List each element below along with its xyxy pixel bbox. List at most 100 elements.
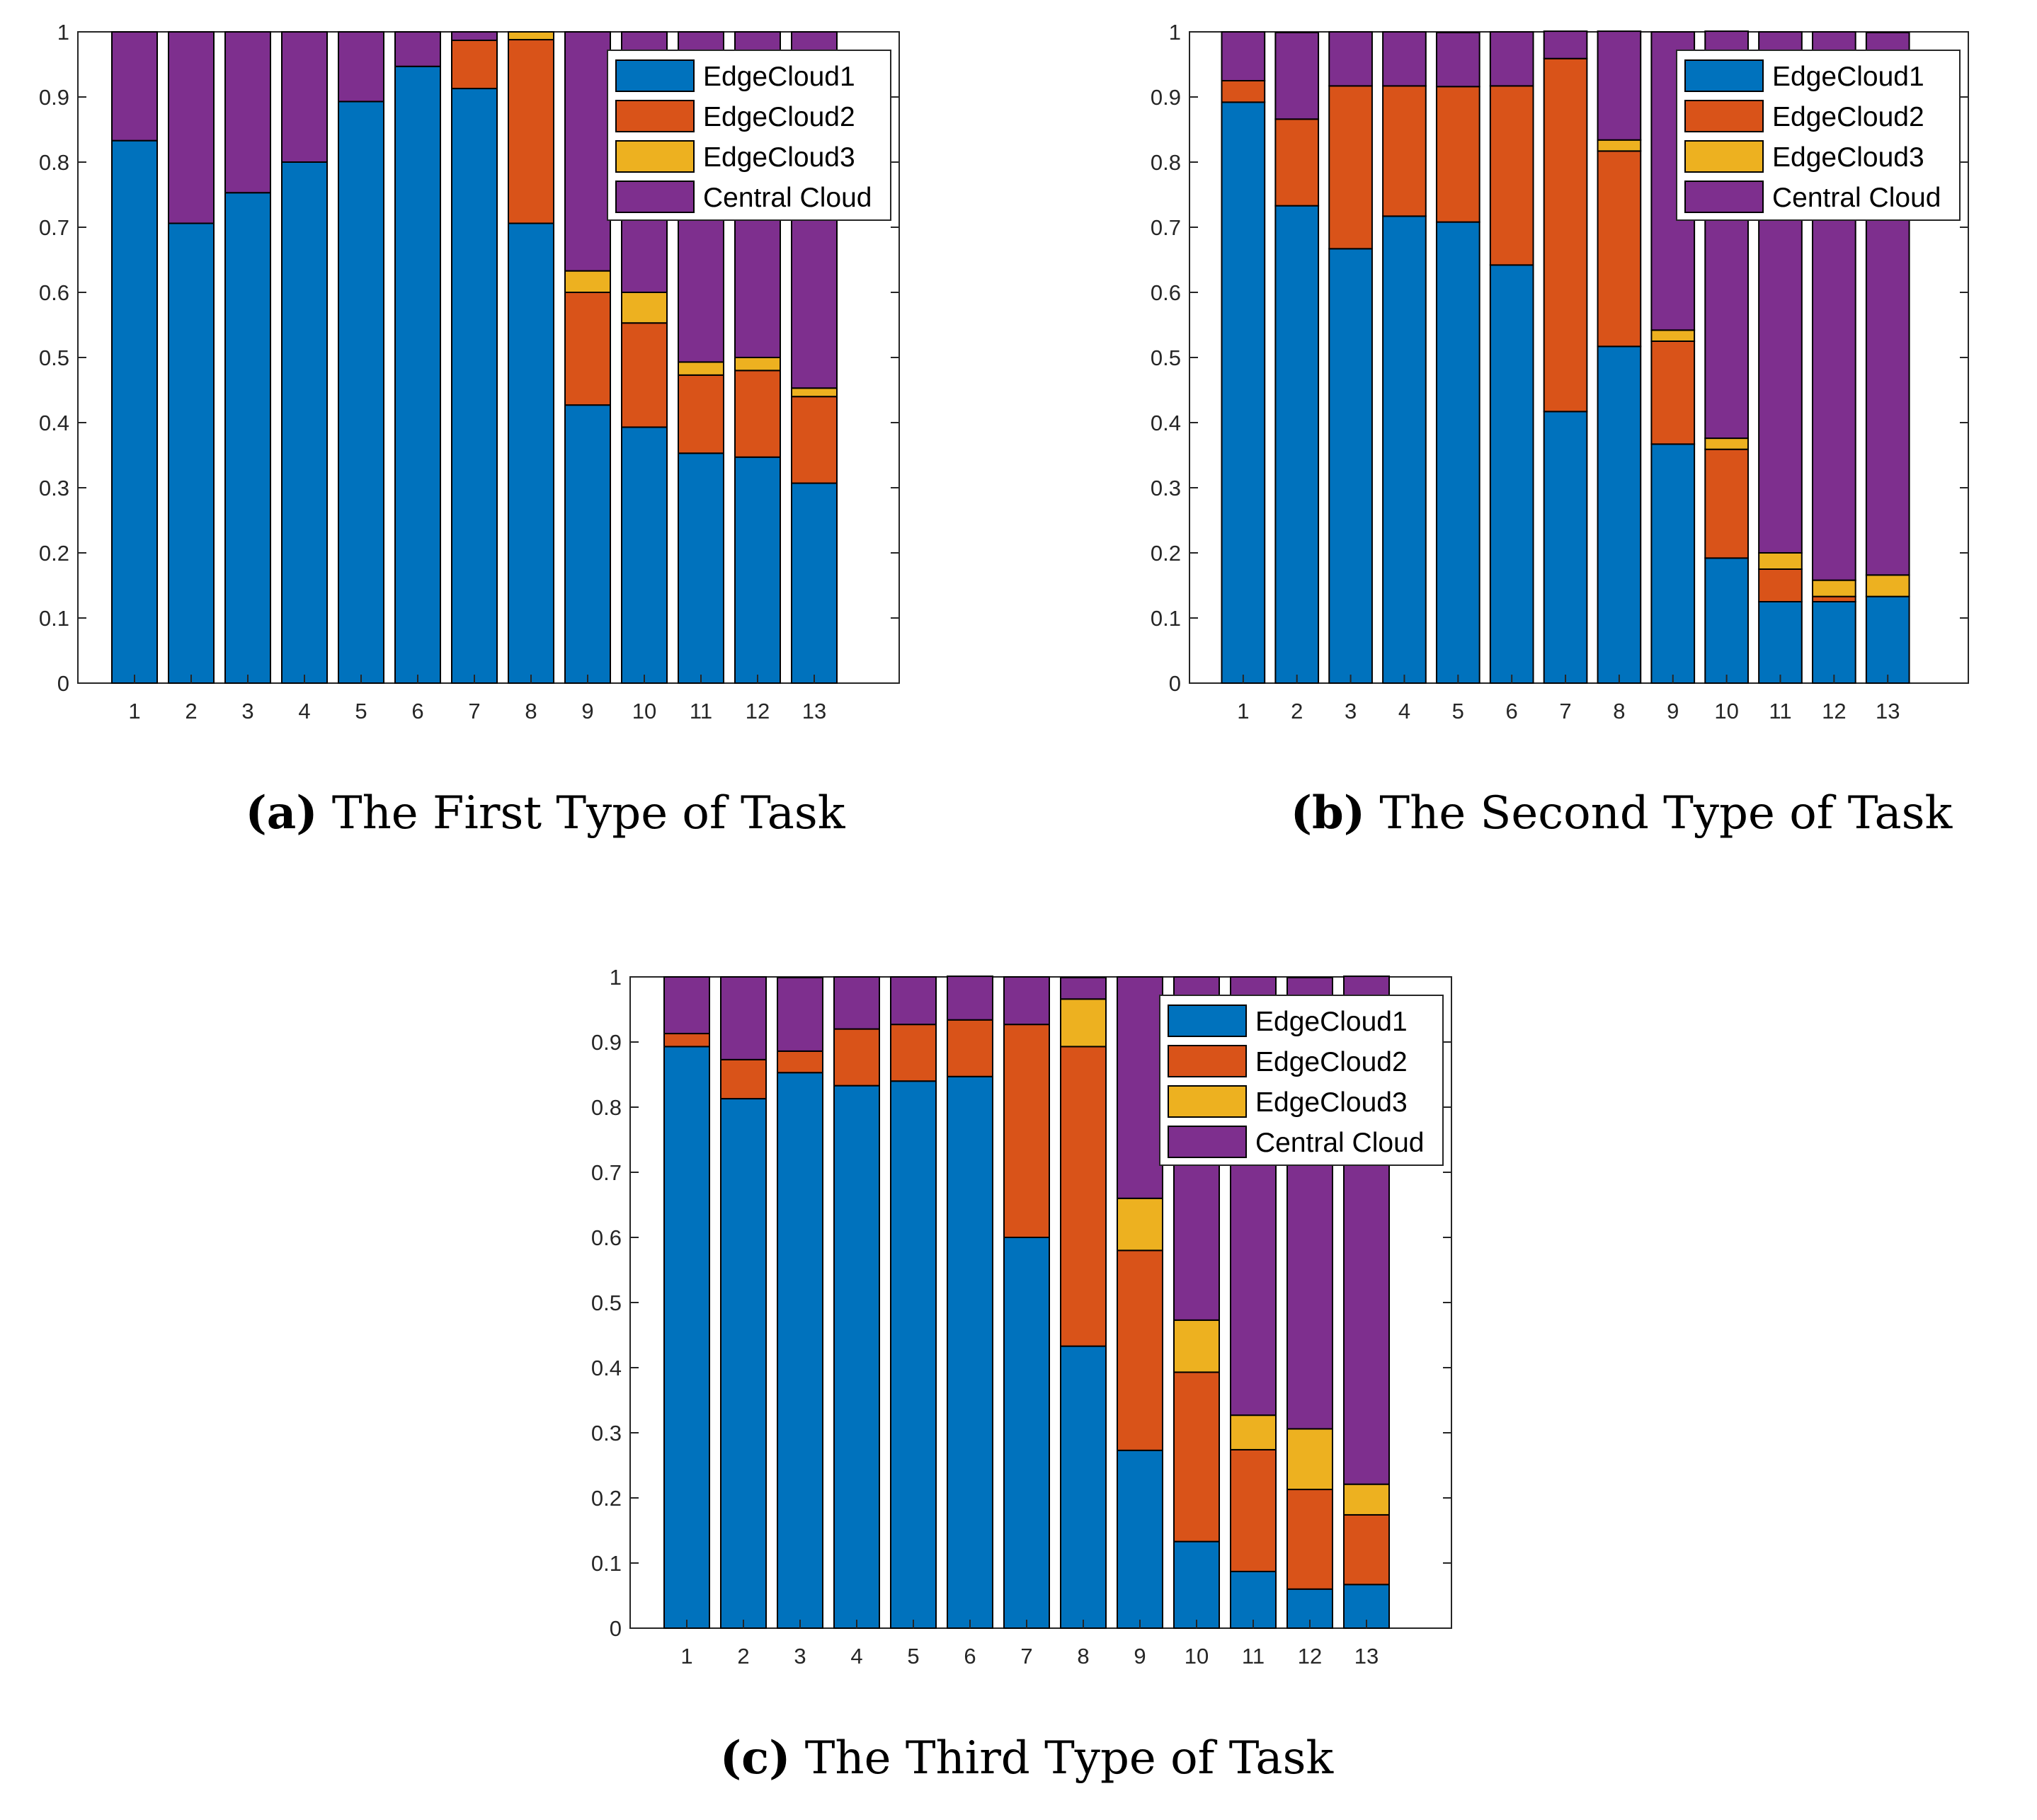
bar-segment-edgecloud1-7 bbox=[451, 88, 498, 685]
legend-label: EdgeCloud3 bbox=[1772, 142, 1924, 173]
bar-segment-edgecloud1-6 bbox=[947, 1075, 993, 1629]
y-tick-label: 0 bbox=[610, 1616, 622, 1641]
y-tick-label: 0.8 bbox=[591, 1095, 622, 1120]
bar-segment-edgecloud1-6 bbox=[1489, 264, 1534, 684]
legend-swatch bbox=[1684, 59, 1764, 92]
legend-swatch bbox=[615, 100, 695, 132]
bar-segment-edgecloud3-12 bbox=[734, 357, 781, 372]
legend-swatch bbox=[615, 140, 695, 173]
bar-segment-edgecloud2-3 bbox=[1328, 85, 1373, 250]
x-tick-label: 12 bbox=[1822, 699, 1846, 723]
bar-segment-edgecloud2-2 bbox=[1274, 118, 1320, 207]
bar-segment-edgecloud2-10 bbox=[1173, 1371, 1220, 1543]
bar-segment-edgecloud2-1 bbox=[663, 1033, 710, 1048]
y-tick-label: 0.7 bbox=[1151, 215, 1181, 240]
y-tick-label: 1 bbox=[610, 965, 622, 990]
x-tick-label: 11 bbox=[1769, 699, 1791, 723]
x-tick-label: 3 bbox=[794, 1644, 806, 1669]
bar-segment-edgecloud2-11 bbox=[1230, 1448, 1277, 1572]
x-tick-label: 12 bbox=[1298, 1644, 1322, 1669]
bar-segment-central-cloud-6 bbox=[394, 31, 441, 67]
bar-segment-edgecloud3-10 bbox=[1704, 437, 1749, 450]
bar-segment-central-cloud-6 bbox=[1489, 31, 1534, 87]
bar-segment-edgecloud1-1 bbox=[1221, 101, 1266, 685]
bar-segment-central-cloud-5 bbox=[338, 31, 384, 103]
legend-label: Central Cloud bbox=[1255, 1128, 1424, 1158]
bar-segment-edgecloud1-7 bbox=[1543, 411, 1588, 684]
x-tick-label: 1 bbox=[128, 699, 140, 723]
bar-segment-edgecloud3-13 bbox=[791, 387, 838, 398]
bar-segment-edgecloud1-8 bbox=[1597, 345, 1642, 684]
y-tick-label: 0.4 bbox=[39, 411, 69, 435]
legend-label: EdgeCloud2 bbox=[1772, 102, 1924, 132]
legend-swatch bbox=[1168, 1005, 1247, 1037]
chart-a: 00.10.20.30.40.50.60.70.80.911 2 3 4 5 6 7 8 9 10… bbox=[39, 20, 900, 840]
legend-label: EdgeCloud1 bbox=[703, 62, 855, 92]
bar-segment-edgecloud3-9 bbox=[564, 270, 611, 294]
y-tick-label: 0.2 bbox=[1151, 541, 1181, 566]
bar-segment-edgecloud1-6 bbox=[394, 65, 441, 684]
y-tick-label: 0.3 bbox=[591, 1421, 622, 1446]
bar-segment-central-cloud-4 bbox=[833, 976, 880, 1030]
bar-segment-edgecloud2-4 bbox=[1382, 85, 1427, 217]
legend-label: Central Cloud bbox=[1772, 183, 1941, 213]
bar-segment-edgecloud2-2 bbox=[720, 1058, 767, 1100]
x-tick-label: 1 bbox=[1237, 699, 1249, 723]
y-tick-label: 0.9 bbox=[1151, 85, 1181, 110]
bar-segment-edgecloud2-10 bbox=[1704, 448, 1749, 559]
legend-label: EdgeCloud1 bbox=[1255, 1007, 1408, 1037]
y-tick-label: 0.4 bbox=[1151, 411, 1181, 435]
legend-swatch bbox=[1684, 140, 1764, 173]
y-tick-label: 1 bbox=[57, 20, 69, 45]
x-tick-label: 4 bbox=[1398, 699, 1410, 723]
x-tick-label: 8 bbox=[1077, 1644, 1089, 1669]
bar-segment-central-cloud-9 bbox=[564, 31, 611, 272]
bar-segment-edgecloud1-12 bbox=[734, 456, 781, 684]
chart-b: 00.10.20.30.40.50.60.70.80.911 2 3 4 5 6 7 8 9 10… bbox=[1151, 20, 1969, 840]
bar-segment-edgecloud2-12 bbox=[734, 370, 781, 458]
bar-segment-edgecloud1-10 bbox=[621, 426, 668, 684]
bar-segment-central-cloud-5 bbox=[890, 976, 937, 1026]
x-tick-label: 10 bbox=[632, 699, 656, 723]
bar-segment-edgecloud2-11 bbox=[678, 374, 724, 454]
legend: EdgeCloud1 EdgeCloud2 EdgeCloud3 Central Cl… bbox=[1159, 995, 1444, 1166]
y-tick-label: 0.7 bbox=[39, 215, 69, 240]
bar-segment-edgecloud2-9 bbox=[1117, 1249, 1163, 1451]
bar-segment-central-cloud-1 bbox=[1221, 31, 1266, 81]
caption-letter: (b) bbox=[1291, 786, 1365, 840]
legend-label: Central Cloud bbox=[703, 183, 872, 213]
x-tick-label: 6 bbox=[1506, 699, 1518, 723]
caption-text: The Third Type of Task bbox=[805, 1732, 1335, 1785]
bar-segment-edgecloud3-12 bbox=[1286, 1428, 1333, 1491]
bar-segment-central-cloud-1 bbox=[111, 31, 158, 142]
chart-c: 00.10.20.30.40.50.60.70.80.911 2 3 4 5 6 7 8 9 10… bbox=[591, 965, 1452, 1785]
legend-swatch bbox=[615, 59, 695, 92]
bar-segment-edgecloud3-8 bbox=[1597, 139, 1642, 152]
y-tick-label: 0.2 bbox=[39, 541, 69, 566]
bar-segment-edgecloud1-11 bbox=[1230, 1570, 1277, 1629]
x-tick-label: 1 bbox=[680, 1644, 692, 1669]
x-tick-label: 4 bbox=[850, 1644, 862, 1669]
bar-segment-central-cloud-4 bbox=[281, 31, 328, 163]
legend-label: EdgeCloud1 bbox=[1772, 62, 1924, 92]
legend-swatch bbox=[1684, 181, 1764, 213]
bar-segment-edgecloud1-10 bbox=[1704, 557, 1749, 684]
legend-label: EdgeCloud2 bbox=[1255, 1047, 1408, 1077]
bar-segment-edgecloud3-11 bbox=[1758, 552, 1803, 570]
bar-segment-edgecloud1-5 bbox=[1435, 221, 1480, 684]
y-tick-label: 0.4 bbox=[591, 1356, 622, 1380]
bar-segment-edgecloud1-11 bbox=[1758, 601, 1803, 684]
bar-segment-central-cloud-7 bbox=[1543, 30, 1588, 59]
caption-letter: (c) bbox=[720, 1732, 791, 1785]
y-tick-label: 0.9 bbox=[39, 85, 69, 110]
bar-segment-edgecloud2-8 bbox=[1060, 1046, 1107, 1347]
x-tick-label: 6 bbox=[411, 699, 423, 723]
legend-swatch bbox=[1168, 1126, 1247, 1158]
bar-segment-edgecloud3-10 bbox=[1173, 1319, 1220, 1373]
bar-segment-edgecloud1-13 bbox=[791, 482, 838, 684]
bar-segment-edgecloud2-1 bbox=[1221, 80, 1266, 103]
bar-segment-edgecloud1-3 bbox=[1328, 248, 1373, 684]
caption-text: The Second Type of Task bbox=[1379, 787, 1953, 840]
x-tick-label: 4 bbox=[298, 699, 310, 723]
